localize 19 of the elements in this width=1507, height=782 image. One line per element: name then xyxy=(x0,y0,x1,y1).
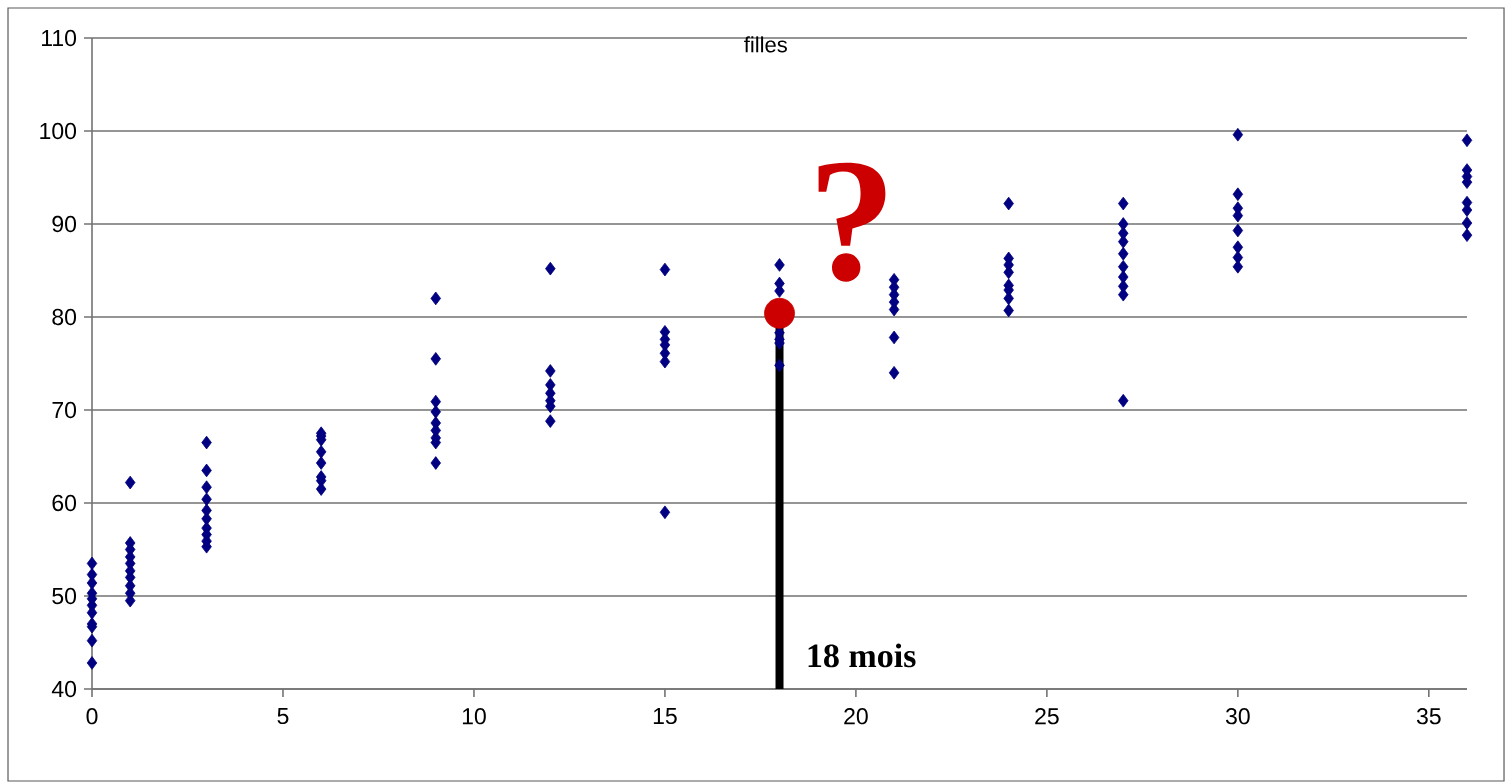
y-tick-label: 110 xyxy=(42,29,77,47)
x-tick-label: 20 xyxy=(844,708,868,725)
x-tick-label: 30 xyxy=(1225,708,1250,725)
chart-title: filles xyxy=(744,36,787,53)
x-tick-label: 5 xyxy=(277,708,289,725)
y-tick-label: 70 xyxy=(52,401,77,419)
x-tick-label: 25 xyxy=(1035,708,1059,725)
x-tick-label: 10 xyxy=(462,708,486,725)
y-tick-label: 50 xyxy=(52,587,77,605)
y-tick-label: 60 xyxy=(52,494,77,512)
y-tick-label: 100 xyxy=(40,122,77,140)
x-tick-label: 15 xyxy=(653,708,677,725)
y-tick-label: 40 xyxy=(51,680,77,698)
x-tick-label: 0 xyxy=(86,708,98,725)
x-tick-label: 35 xyxy=(1416,708,1441,725)
y-tick-label: 80 xyxy=(52,308,77,326)
ref-line-label: 18 mois xyxy=(808,643,916,668)
annotation: ? xyxy=(818,162,886,282)
y-tick-label: 90 xyxy=(52,215,77,233)
